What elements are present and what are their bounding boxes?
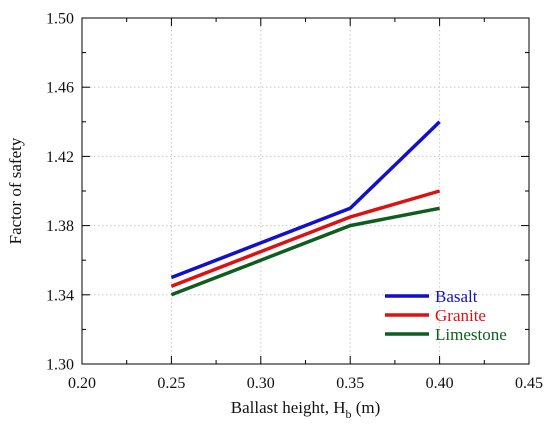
tick-labels: 0.20 0.25 0.30 0.35 0.40 0.45 1.30 1.34 1.38 1.42…	[46, 11, 543, 393]
x-tick-label: 0.30	[247, 375, 275, 392]
legend-label-limestone: Limestone	[435, 325, 507, 344]
x-tick-label: 0.35	[336, 375, 364, 392]
series-line-granite	[170, 189, 441, 288]
y-tick-label: 1.50	[46, 11, 74, 28]
legend-label-basalt: Basalt	[435, 287, 478, 306]
x-tick-label: 0.40	[426, 375, 454, 392]
x-axis-title-main: Ballast height, H	[231, 398, 346, 417]
series-line-basalt	[170, 120, 441, 280]
y-tick-label: 1.34	[46, 287, 74, 304]
y-tick-label: 1.46	[46, 80, 74, 97]
axis-ticks	[81, 17, 530, 365]
x-axis-title: Ballast height, Hb (m)	[231, 398, 381, 421]
x-axis-title-unit: (m)	[351, 398, 380, 417]
series-line-limestone	[170, 206, 440, 297]
legend-label-granite: Granite	[435, 306, 486, 325]
x-axis-title-subscript: b	[345, 407, 351, 421]
x-tick-label: 0.25	[157, 375, 185, 392]
x-tick-label: 0.45	[515, 375, 543, 392]
y-tick-label: 1.42	[46, 149, 74, 166]
y-axis-title: Factor of safety	[6, 137, 25, 244]
series-lines	[170, 120, 441, 297]
y-tick-label: 1.30	[46, 357, 74, 374]
x-tick-label: 0.20	[68, 375, 96, 392]
y-tick-label: 1.38	[46, 218, 74, 235]
